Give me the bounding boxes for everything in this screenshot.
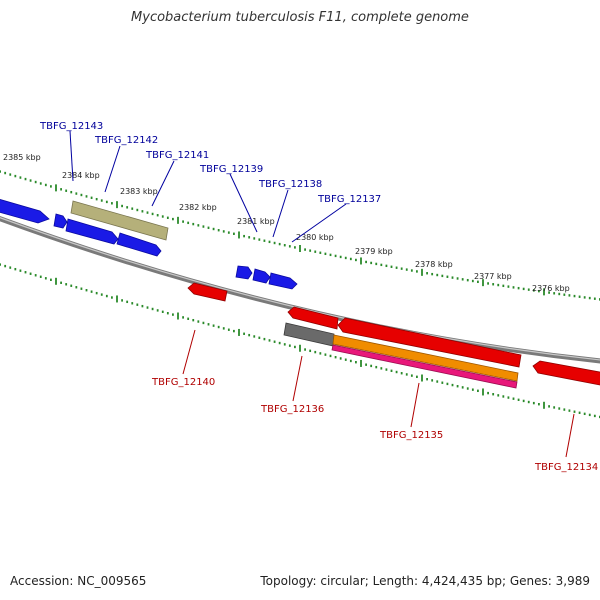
forward-gene-labels: TBFG_12143 TBFG_12142 TBFG_12141 TBFG_12… [39,121,381,243]
leader-line [565,413,575,458]
leader-line [104,145,121,193]
leader-line [410,382,420,428]
kbp-label: 2377 kbp [474,272,512,281]
gene-TBFG_12141-arrow[interactable] [116,232,162,257]
kbp-label: 2383 kbp [120,187,158,196]
gene-TBFG_12142-pseudo[interactable] [70,200,169,241]
gene-label-TBFG_12143[interactable]: TBFG_12143 [39,121,103,132]
accession-text: Accession: NC_009565 [10,574,147,588]
kbp-label: 2382 kbp [179,203,217,212]
gene-TBFG_12143-arrow[interactable] [53,213,68,229]
outer-tick-ring [0,170,600,301]
kbp-label: 2385 kbp [3,153,41,162]
gene-TBFG_12134-arrow[interactable] [532,360,600,386]
leader-line [69,130,74,182]
leader-line [151,160,175,207]
gene-label-TBFG_12138[interactable]: TBFG_12138 [258,179,322,190]
leader-line [229,173,258,233]
gene-TBFG_12136-arrow[interactable] [287,306,339,330]
gene-TBFG_12144-arrow[interactable] [0,198,50,224]
gene-label-TBFG_12135[interactable]: TBFG_12135 [379,430,443,441]
leader-line [292,355,303,402]
kbp-label: 2380 kbp [296,233,334,242]
gene-label-TBFG_12134[interactable]: TBFG_12134 [534,462,598,473]
kbp-label: 2378 kbp [415,260,453,269]
kbp-label: 2376 kbp [532,284,570,293]
gene-label-TBFG_12140[interactable]: TBFG_12140 [151,377,215,388]
gene-TBFG_12137-arrow[interactable] [268,272,298,290]
leader-line [182,329,196,375]
gene-label-TBFG_12141[interactable]: TBFG_12141 [145,150,209,161]
feature-orange-bar[interactable] [332,334,519,382]
gene-TBFG_12138-arrow[interactable] [252,268,271,284]
gene-label-TBFG_12136[interactable]: TBFG_12136 [260,404,324,415]
kbp-label: 2384 kbp [62,171,100,180]
gene-TBFG_12142-arrow[interactable] [65,218,119,245]
reverse-gene-labels: TBFG_12140 TBFG_12136 TBFG_12135 TBFG_12… [151,329,598,473]
map-title: Mycobacterium tuberculosis F11, complete… [131,10,469,25]
gene-label-TBFG_12137[interactable]: TBFG_12137 [317,194,381,205]
reverse-strand-features [187,282,600,389]
feature-pink-bar[interactable] [331,344,518,389]
kbp-label: 2381 kbp [237,217,275,226]
gene-TBFG_12140-arrow[interactable] [187,282,228,302]
inner-tick-ring [0,263,600,419]
leader-line [291,203,347,243]
gene-TBFG_12139-arrow[interactable] [235,265,253,280]
kbp-label: 2379 kbp [355,247,393,256]
genome-summary-text: Topology: circular; Length: 4,424,435 bp… [260,574,590,588]
gene-label-TBFG_12139[interactable]: TBFG_12139 [199,164,263,175]
forward-strand-features [0,198,298,290]
leader-line [272,189,289,238]
kbp-scale-labels: 2385 kbp 2384 kbp 2383 kbp 2382 kbp 2381… [3,153,570,293]
gene-label-TBFG_12142[interactable]: TBFG_12142 [94,135,158,146]
gene-TBFG_12135-arrow[interactable] [337,317,522,368]
